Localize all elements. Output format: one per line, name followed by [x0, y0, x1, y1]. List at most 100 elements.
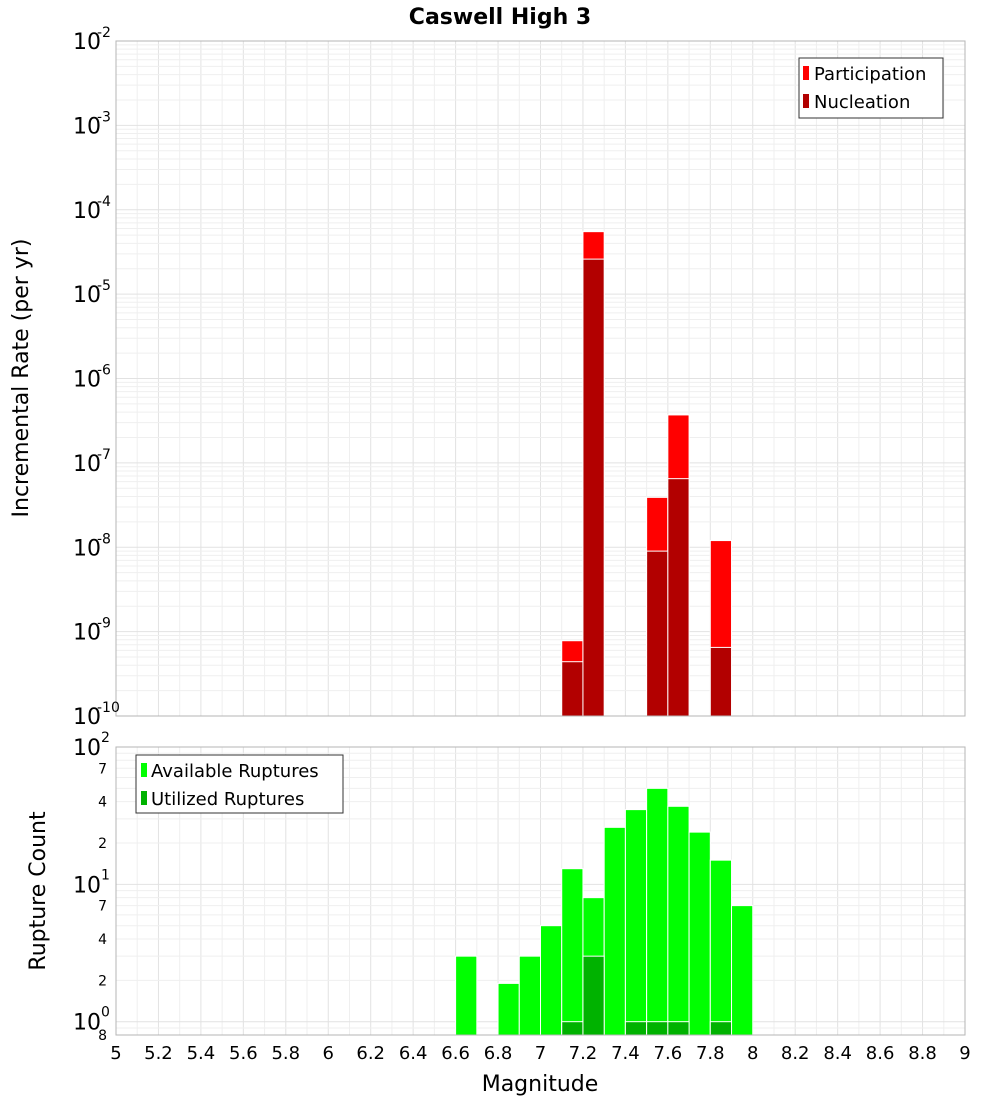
rate-y-tick-label: 10-8 — [73, 531, 111, 561]
count-available-ruptures-bar — [455, 955, 478, 1036]
rate-y-tick-label: 10-9 — [73, 616, 111, 646]
nucleation-legend-swatch — [803, 94, 809, 108]
count-y-tick-exponent: 0 — [101, 1005, 110, 1021]
x-tick-label: 8.4 — [823, 1043, 852, 1064]
x-tick-label: 8.2 — [781, 1043, 810, 1064]
count-available-ruptures-bar — [624, 809, 648, 1036]
count-y-tick-label: 10 2 — [73, 730, 110, 761]
count-bars — [455, 787, 754, 1036]
x-tick-label: 8.6 — [866, 1043, 895, 1064]
count-y-minor-tick-label: 2 — [98, 973, 107, 989]
rate-y-tick-exponent: -5 — [97, 278, 111, 294]
rate-y-tick-base: 10 — [73, 705, 101, 730]
rate-legend-box — [798, 57, 944, 119]
rate-legend: Participation Nucleation — [798, 57, 944, 119]
available-ruptures-legend-label: Available Ruptures — [151, 761, 319, 782]
participation-legend-label: Participation — [814, 64, 926, 85]
count-available-ruptures-bar — [688, 831, 711, 1036]
count-y-tick-exponent: 1 — [101, 867, 110, 883]
x-tick-label: 5.4 — [187, 1043, 216, 1064]
x-tick-label: 7 — [535, 1043, 546, 1064]
rate-y-tick-base: 10 — [73, 114, 101, 139]
x-tick-label: 6.8 — [484, 1043, 513, 1064]
count-y-tick-base: 10 — [73, 1011, 101, 1036]
count-legend: Available Ruptures Utilized Ruptures — [135, 754, 344, 814]
rate-y-tick-base: 10 — [73, 368, 101, 393]
count-y-minor-tick-label: 7 — [98, 761, 107, 777]
x-tick-label: 7.6 — [654, 1043, 683, 1064]
count-y-minor-tick-label: 8 — [98, 1028, 107, 1044]
utilized-ruptures-legend-swatch — [141, 791, 147, 805]
rate-y-tick-base: 10 — [73, 452, 101, 477]
x-tick-label: 9 — [959, 1043, 970, 1064]
count-y-minor-tick-label: 7 — [98, 899, 107, 915]
rate-y-tick-base: 10 — [73, 621, 101, 646]
x-tick-label: 6.4 — [399, 1043, 428, 1064]
rate-y-tick-exponent: -3 — [97, 109, 111, 125]
count-utilized-ruptures-bar — [667, 1021, 690, 1036]
count-plot-frame — [115, 746, 966, 1036]
count-available-ruptures-bar — [667, 805, 690, 1036]
rate-y-tick-exponent: -2 — [97, 25, 111, 41]
count-available-ruptures-bar — [646, 787, 669, 1036]
rate-y-tick-label: 10-5 — [73, 278, 111, 308]
rate-nucleation-bar — [709, 646, 733, 717]
count-y-tick-exponent: 2 — [101, 730, 110, 746]
x-tick-label: 5 — [110, 1043, 121, 1064]
x-tick-label: 5.8 — [271, 1043, 300, 1064]
rate-y-tick-exponent: -8 — [97, 531, 111, 547]
participation-legend-swatch — [803, 66, 809, 80]
count-available-ruptures-bar — [731, 905, 754, 1036]
rate-y-tick-base: 10 — [73, 30, 101, 55]
nucleation-legend-label: Nucleation — [814, 92, 910, 113]
rate-y-tick-exponent: -7 — [97, 447, 111, 463]
rate-y-axis-label: Incremental Rate (per yr) — [9, 239, 34, 518]
utilized-ruptures-legend-label: Utilized Ruptures — [151, 789, 304, 810]
count-available-ruptures-bar — [518, 955, 542, 1036]
x-tick-label: 7.2 — [569, 1043, 598, 1064]
rate-y-tick-base: 10 — [73, 199, 101, 224]
rate-y-tick-exponent: -4 — [97, 194, 111, 210]
rate-y-tick-label: 10-10 — [73, 700, 120, 730]
rate-y-tick-label: 10-2 — [73, 25, 111, 55]
rate-y-tick-exponent: -9 — [97, 616, 111, 632]
rate-y-tick-base: 10 — [73, 536, 101, 561]
count-y-minor-tick-label: 4 — [98, 795, 107, 811]
rate-grid — [115, 41, 966, 717]
rate-y-tick-exponent: -10 — [97, 700, 120, 716]
rate-nucleation-bar — [667, 478, 690, 717]
rate-y-tick-label: 10-3 — [73, 109, 111, 139]
count-available-ruptures-bar — [540, 925, 563, 1036]
rate-y-tick-label: 10-6 — [73, 363, 111, 393]
count-x-ticks: 5 5.2 5.4 5.6 5.8 6 6.2 6.4 6.6 6.8 7 7.2 7.4 7.6 7.8 8… — [110, 1043, 970, 1064]
available-ruptures-legend-swatch — [141, 763, 147, 777]
count-y-axis-label: Rupture Count — [26, 811, 51, 971]
rate-y-tick-base: 10 — [73, 283, 101, 308]
x-axis-label: Magnitude — [482, 1072, 599, 1097]
chart-title: Caswell High 3 — [409, 5, 591, 30]
rate-plot-frame — [115, 40, 966, 717]
rate-y-tick-exponent: -6 — [97, 363, 111, 379]
x-tick-label: 6.6 — [441, 1043, 470, 1064]
x-tick-label: 6.2 — [356, 1043, 385, 1064]
count-utilized-ruptures-bar — [582, 955, 605, 1036]
count-available-ruptures-bar — [709, 859, 733, 1036]
count-y-tick-base: 10 — [73, 736, 101, 761]
x-tick-label: 5.6 — [229, 1043, 258, 1064]
rate-nucleation-bar — [561, 661, 584, 717]
count-utilized-ruptures-bar — [646, 1021, 669, 1036]
count-available-ruptures-bar — [561, 868, 584, 1036]
count-utilized-ruptures-bar — [561, 1021, 584, 1036]
count-y-tick-base: 10 — [73, 873, 101, 898]
count-legend-box — [135, 754, 344, 814]
rate-nucleation-bar — [582, 258, 605, 717]
x-tick-label: 5.2 — [144, 1043, 173, 1064]
rate-y-tick-label: 10-7 — [73, 447, 111, 477]
x-tick-label: 7.8 — [696, 1043, 725, 1064]
rate-nucleation-bar — [646, 550, 669, 717]
